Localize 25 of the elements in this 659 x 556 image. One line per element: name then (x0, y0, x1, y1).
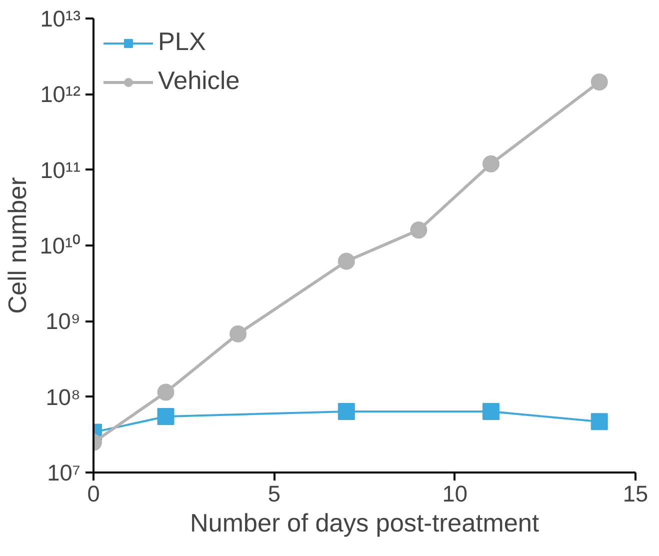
x-tick-label: 10 (442, 480, 468, 506)
y-axis-title: Cell number (4, 176, 32, 314)
point (482, 155, 500, 172)
x-tick-label: 5 (268, 480, 280, 506)
y-tick-label: 10⁸ (46, 384, 81, 410)
legend-label: Vehicle (158, 67, 240, 96)
y-tick-label: 10⁹ (46, 308, 81, 334)
x-axis-title: Number of days post-treatment (190, 510, 540, 538)
y-tick-label: 10¹² (40, 81, 81, 108)
y-tick-label: 10¹¹ (40, 156, 81, 183)
point (410, 222, 428, 239)
point (157, 408, 174, 425)
legend-label: PLX (158, 28, 206, 57)
point (338, 403, 355, 420)
point (590, 413, 608, 430)
point (230, 325, 247, 342)
point (590, 73, 608, 90)
point (338, 252, 355, 270)
y-tick-label: 10¹⁰ (40, 232, 81, 258)
point (157, 384, 174, 401)
y-tick-label: 10⁷ (47, 460, 81, 486)
y-tick-label: 10¹³ (40, 6, 81, 32)
point (482, 403, 500, 420)
x-tick-label: 0 (87, 480, 100, 506)
x-tick-label: 15 (622, 480, 648, 506)
